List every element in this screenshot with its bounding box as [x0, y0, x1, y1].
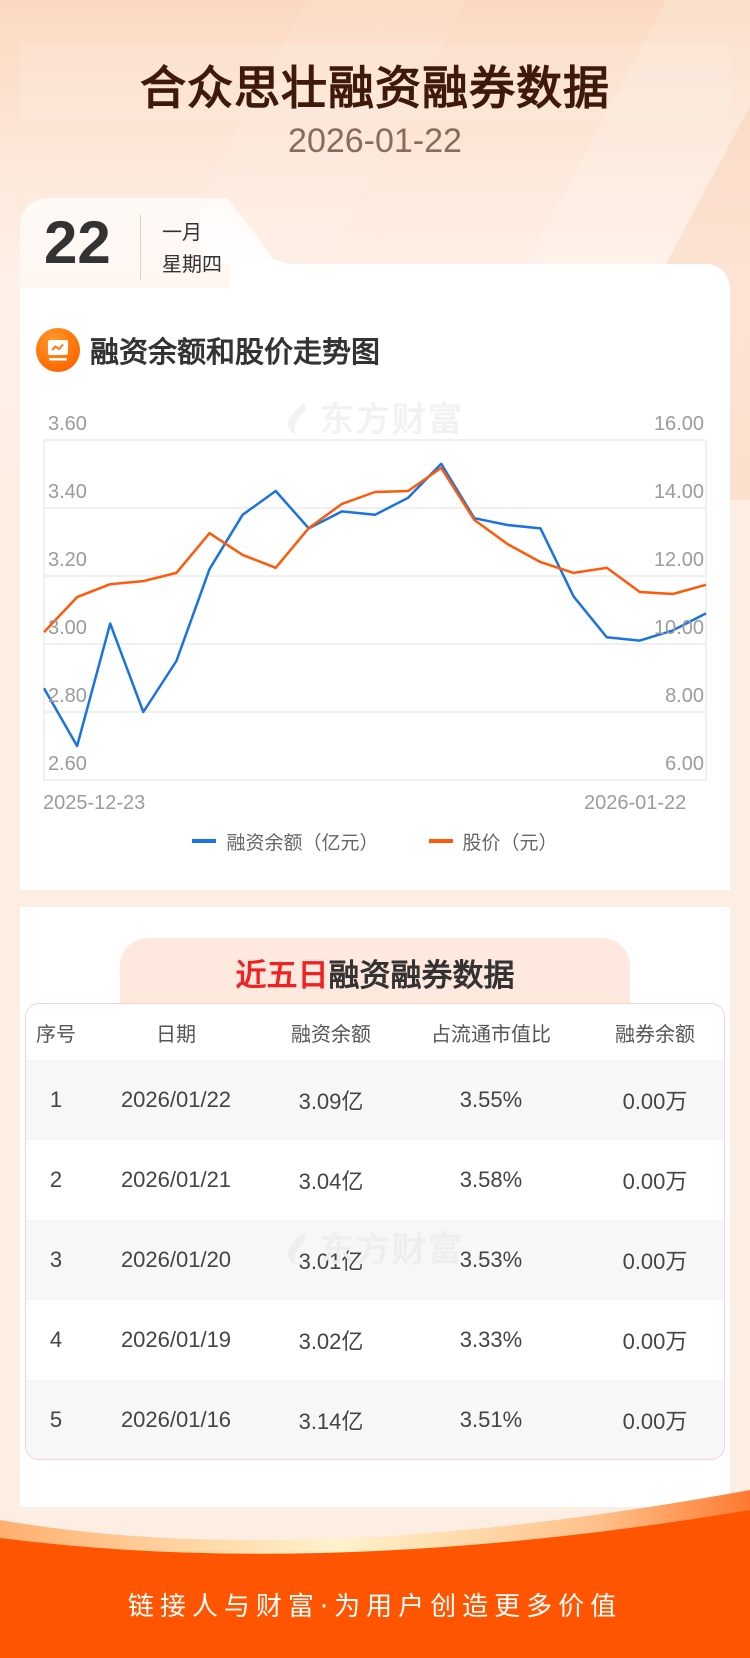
cell-index: 1: [49, 1087, 63, 1112]
margin-data-table: 序号 日期 融资余额 占流通市值比 融券余额 1 2026/01/22 3.09…: [25, 1003, 725, 1460]
chart-legend: 融资余额（亿元） 股价（元）: [0, 826, 750, 855]
cell-date: 2026/01/22: [120, 1087, 232, 1112]
date-weekday: 星期四: [162, 252, 222, 276]
legend-swatch-blue: [192, 839, 217, 843]
cell-float-ratio: 3.55%: [459, 1087, 523, 1112]
page-title: 合众思壮融资融券数据: [140, 61, 610, 115]
cell-date: 2026/01/21: [120, 1167, 232, 1192]
cell-short-balance: 0.00万: [622, 1409, 688, 1434]
cell-float-ratio: 3.53%: [459, 1247, 523, 1272]
cell-float-ratio: 3.58%: [459, 1167, 523, 1192]
cell-margin-balance: 3.09亿: [298, 1089, 364, 1114]
date-divider: [140, 214, 141, 280]
cell-margin-balance: 3.04亿: [298, 1169, 364, 1194]
table-row: 4 2026/01/19 3.02亿 3.33% 0.00万: [26, 1300, 724, 1380]
chart-section-title: 融资余额和股价走势图: [90, 335, 381, 369]
column-header-margin-balance: 融资余额: [291, 1021, 371, 1046]
cell-index: 2: [49, 1167, 63, 1192]
cell-margin-balance: 3.01亿: [298, 1249, 364, 1274]
cell-date: 2026/01/16: [120, 1407, 232, 1432]
cell-index: 4: [49, 1327, 63, 1352]
legend-swatch-orange: [428, 839, 453, 843]
table-row: 5 2026/01/16 3.14亿 3.51% 0.00万: [26, 1380, 724, 1459]
legend-item-margin-balance[interactable]: 融资余额（亿元）: [192, 828, 378, 855]
footer-wave: [0, 1490, 750, 1658]
date-day: 22: [44, 209, 111, 276]
watermark: 东方财富: [282, 1222, 464, 1271]
table-row: 2 2026/01/21 3.04亿 3.58% 0.00万: [26, 1140, 724, 1220]
watermark-logo-icon: [288, 403, 306, 434]
table-header-row: 序号 日期 融资余额 占流通市值比 融券余额: [26, 1004, 724, 1060]
cell-short-balance: 0.00万: [622, 1169, 688, 1194]
column-header-date: 日期: [156, 1021, 196, 1046]
footer-slogan: 链接人与财富·为用户创造更多价值: [127, 1592, 623, 1622]
cell-short-balance: 0.00万: [622, 1329, 688, 1354]
cell-index: 5: [49, 1407, 63, 1432]
column-header-short-balance: 融券余额: [615, 1021, 695, 1046]
cell-date: 2026/01/20: [120, 1247, 232, 1272]
cell-margin-balance: 3.14亿: [298, 1409, 364, 1434]
report-date: 2026-01-22: [288, 122, 462, 160]
cell-date: 2026/01/19: [120, 1327, 232, 1352]
legend-item-price[interactable]: 股价（元）: [428, 828, 558, 855]
title-band: [20, 42, 730, 119]
cell-short-balance: 0.00万: [622, 1089, 688, 1114]
cell-margin-balance: 3.02亿: [298, 1329, 364, 1354]
table-heading-rest: 融资融券数据: [328, 958, 515, 994]
watermark: 东方财富: [282, 392, 464, 441]
table-row: 1 2026/01/22 3.09亿 3.55% 0.00万: [26, 1060, 724, 1140]
chart-monitor-icon: [36, 328, 80, 372]
column-header-float-ratio: 占流通市值比: [431, 1021, 551, 1046]
watermark-logo-icon: [288, 1233, 306, 1264]
cell-float-ratio: 3.33%: [459, 1327, 523, 1352]
cell-float-ratio: 3.51%: [459, 1407, 523, 1432]
cell-short-balance: 0.00万: [622, 1249, 688, 1274]
table-row: 3 2026/01/20 3.01亿 3.53% 0.00万: [26, 1220, 724, 1300]
table-heading: 近五日融资融券数据: [0, 950, 750, 995]
table-heading-highlight: 近五日: [235, 958, 329, 994]
date-month: 一月: [162, 220, 202, 244]
column-header-index: 序号: [36, 1021, 76, 1046]
cell-index: 3: [49, 1247, 63, 1272]
date-tab: [20, 198, 230, 288]
